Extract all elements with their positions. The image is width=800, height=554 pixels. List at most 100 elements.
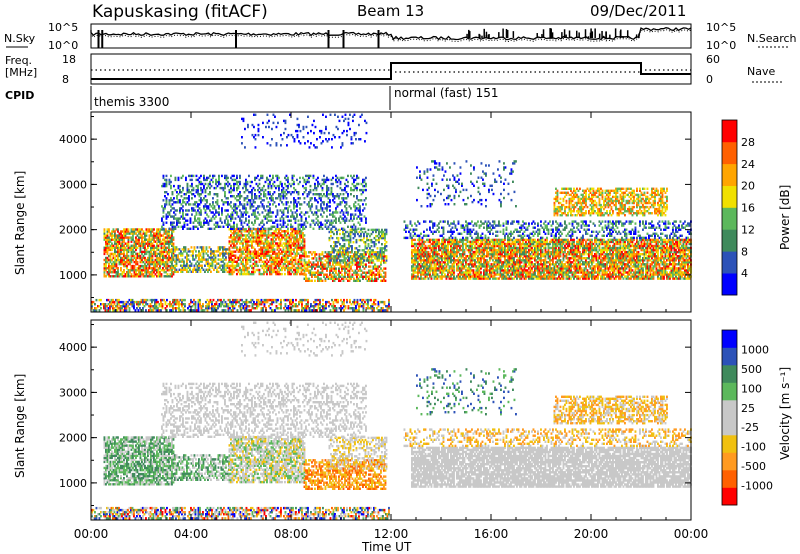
power-cell — [138, 269, 140, 272]
power-cell — [360, 213, 363, 216]
power-cell — [260, 246, 262, 249]
power-cell — [246, 266, 249, 270]
power-cell — [105, 275, 107, 278]
power-cell — [136, 275, 139, 278]
power-cell — [198, 250, 200, 253]
power-cell — [288, 205, 291, 208]
power-cell — [166, 238, 169, 241]
power-cell — [267, 184, 270, 188]
power-cell — [160, 262, 163, 266]
power-cell — [272, 211, 274, 214]
power-cell — [284, 221, 286, 224]
power-cell — [126, 232, 128, 235]
power-cell — [108, 275, 110, 278]
power-cell — [342, 227, 345, 230]
power-cell — [359, 223, 361, 226]
power-cell — [248, 232, 250, 235]
power-cell — [130, 275, 133, 278]
power-cell — [228, 242, 231, 245]
power-cell — [210, 250, 212, 253]
power-cell — [222, 248, 224, 251]
power-cell — [183, 248, 185, 251]
power-cell — [233, 230, 235, 233]
power-cell — [115, 234, 118, 237]
power-cell — [129, 260, 131, 264]
power-cell — [117, 273, 119, 276]
power-cell — [148, 273, 151, 276]
power-cell — [317, 184, 319, 188]
power-cell — [115, 264, 118, 268]
power-cell — [242, 228, 244, 231]
power-cell — [184, 264, 187, 267]
power-cell — [184, 309, 186, 312]
power-cell — [257, 217, 259, 220]
power-cell — [115, 273, 118, 276]
power-cell — [252, 266, 255, 270]
power-cell — [203, 309, 206, 312]
power-cell — [138, 228, 140, 231]
power-cell — [211, 258, 214, 261]
power-cell — [349, 298, 351, 302]
power-cell — [230, 219, 232, 222]
power-cell — [228, 250, 231, 253]
power-cell — [269, 307, 272, 310]
power-cell — [260, 256, 262, 259]
power-cell — [168, 246, 170, 249]
power-cell — [323, 211, 325, 214]
power-cell — [172, 244, 175, 247]
power-cell — [171, 236, 173, 239]
power-cell — [281, 272, 283, 276]
power-cell — [242, 250, 244, 253]
power-cell — [147, 244, 149, 247]
power-cell — [109, 238, 112, 241]
power-cell — [214, 264, 217, 267]
power-cell — [135, 240, 137, 243]
power-cell — [144, 256, 146, 260]
power-cell — [109, 309, 111, 312]
power-cell — [162, 260, 164, 264]
power-cell — [269, 254, 271, 257]
power-cell — [165, 197, 168, 200]
power-cell — [237, 234, 240, 237]
power-cell — [175, 264, 178, 267]
power-cell — [130, 256, 133, 260]
power-cell — [94, 303, 96, 306]
power-cell — [261, 174, 264, 178]
power-cell — [147, 238, 149, 241]
power-cell — [266, 242, 268, 245]
power-cell — [117, 236, 119, 239]
power-cell — [296, 213, 298, 216]
power-cell — [157, 248, 160, 252]
power-cell — [114, 232, 116, 235]
power-cell — [138, 256, 140, 260]
power-cell — [145, 250, 148, 254]
power-cell — [233, 195, 235, 198]
power-cell — [150, 258, 152, 262]
power-cell — [382, 307, 384, 310]
power-cell — [124, 248, 127, 252]
power-cell — [351, 247, 353, 250]
power-cell — [165, 254, 167, 258]
power-cell — [169, 256, 172, 260]
power-cell — [205, 260, 208, 263]
power-cell — [171, 273, 173, 276]
power-cell — [367, 303, 369, 306]
power-cell — [339, 193, 342, 196]
power-cell — [123, 244, 125, 247]
power-cell — [165, 236, 167, 239]
power-cell — [199, 254, 202, 257]
power-cell — [255, 232, 258, 235]
power-cell — [266, 234, 268, 237]
power-cell — [136, 228, 139, 231]
cpid-mode-2: normal (fast) 151 — [394, 86, 498, 100]
power-cell — [225, 264, 227, 267]
power-cell — [179, 188, 181, 192]
power-cell — [251, 236, 253, 239]
power-cell — [347, 213, 349, 216]
power-cell — [160, 240, 163, 243]
power-cell — [166, 275, 169, 278]
power-cell — [293, 174, 295, 178]
power-cell — [184, 246, 187, 249]
power-cell — [356, 186, 358, 190]
power-cell — [210, 256, 212, 259]
